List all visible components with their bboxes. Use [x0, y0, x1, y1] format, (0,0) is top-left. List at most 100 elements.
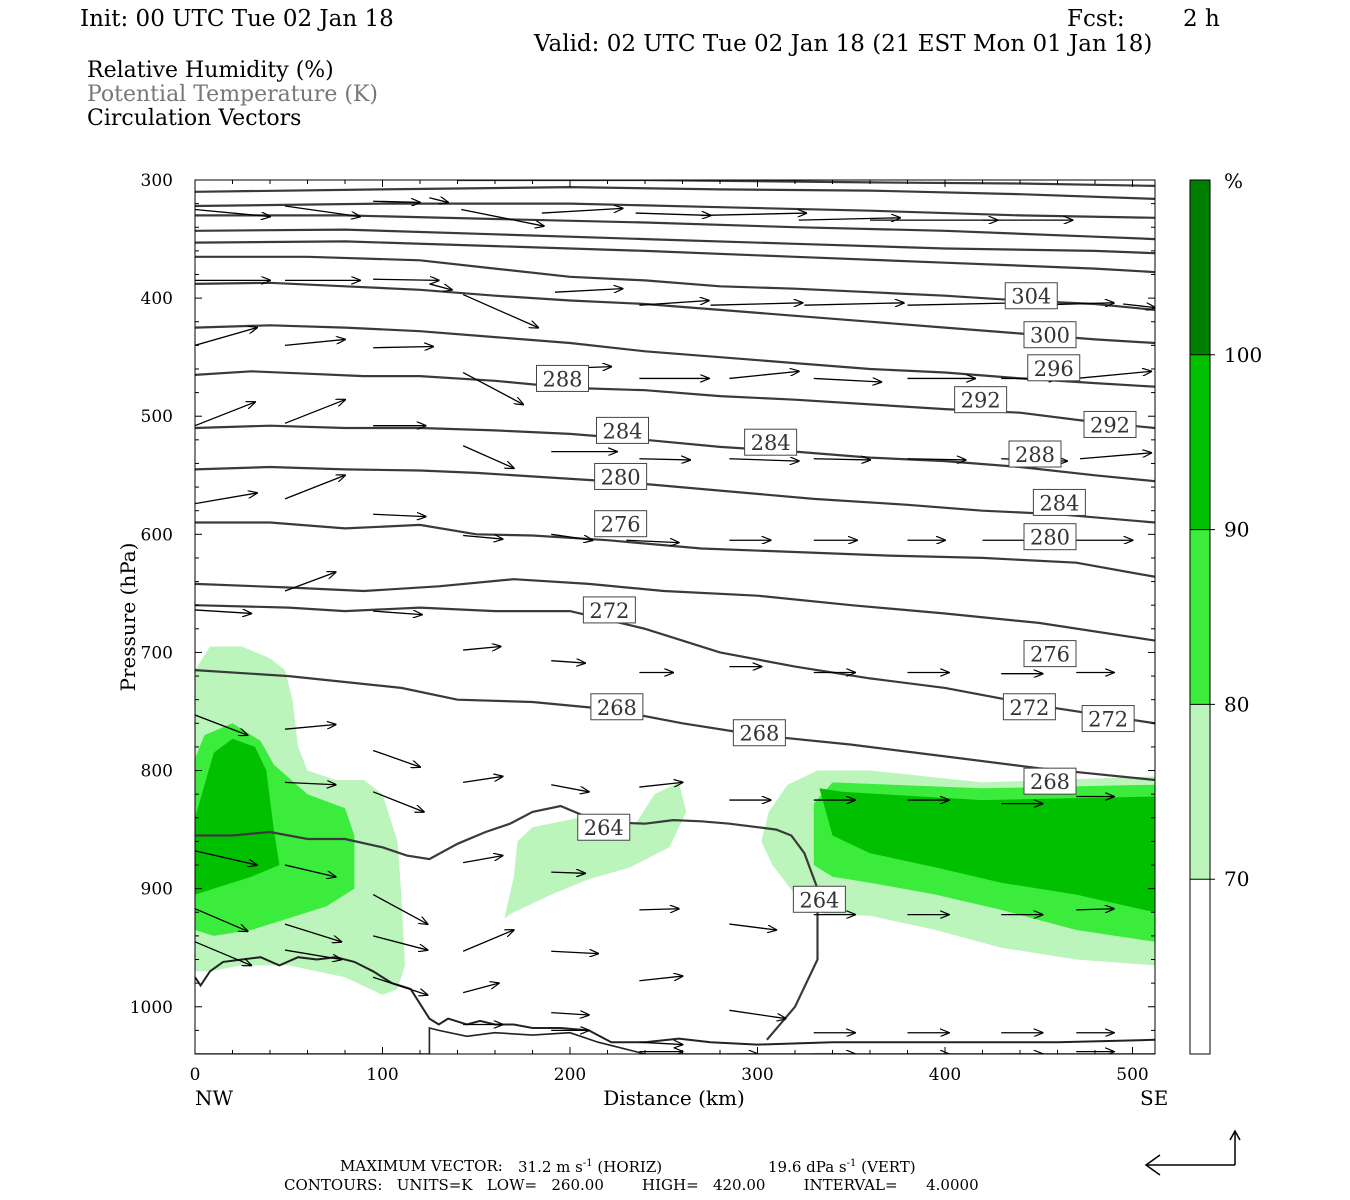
theta-contour-284 — [195, 465, 1155, 524]
wind-vector — [284, 782, 336, 784]
contour-label: 272 — [589, 599, 629, 623]
plot-frame — [194, 179, 1156, 1055]
y-tick-label: 400 — [141, 289, 173, 309]
wind-vector — [373, 611, 422, 615]
theta-contour-328 — [457, 180, 1155, 187]
contour-label: 304 — [1011, 285, 1051, 309]
contour-label-box — [1023, 523, 1077, 551]
x-axis-label: Distance (km) — [603, 1086, 745, 1110]
forecast-label: Fcst: — [1067, 6, 1125, 32]
contour-label-box — [1008, 440, 1062, 468]
y-tick-label: 900 — [141, 880, 173, 900]
colorbar-segment — [1190, 879, 1210, 1054]
wind-vector — [1079, 453, 1151, 460]
wind-vector — [1076, 909, 1114, 910]
contour-label: 292 — [1090, 413, 1130, 437]
x-right-label: SE — [1140, 1086, 1168, 1110]
theta-contour-316 — [195, 214, 1155, 241]
wind-vector — [710, 303, 803, 305]
theta-contour-288 — [195, 424, 1155, 483]
wind-vector — [195, 610, 251, 614]
wind-vector — [701, 213, 806, 215]
contour-label-box — [582, 596, 636, 624]
contour-label-box — [594, 510, 648, 538]
theta-contour-292 — [195, 370, 1155, 430]
max-vertical-vector: 19.6 dPa s-1 (VERT) — [768, 1158, 916, 1176]
contour-label: 264 — [584, 816, 624, 840]
colorbar-segment — [1190, 180, 1210, 355]
contour-label-box — [1004, 282, 1058, 310]
contour-label-box — [792, 885, 846, 913]
colorbar-segment — [1190, 529, 1210, 705]
wind-vector — [284, 400, 345, 424]
wind-vector — [284, 724, 336, 730]
contour-label-box — [1002, 693, 1056, 721]
wind-vector — [907, 459, 966, 460]
contour-label-box — [1083, 410, 1137, 438]
y-tick-label: 300 — [141, 171, 173, 191]
terrain-outline — [195, 956, 1155, 1054]
wind-vector — [195, 714, 248, 735]
contour-label: 276 — [1030, 643, 1070, 667]
contour-label-box — [732, 719, 786, 747]
contour-label-box — [1023, 640, 1077, 668]
wind-vector — [195, 208, 270, 217]
colorbar-label: 100 — [1224, 343, 1262, 367]
wind-vector — [372, 749, 420, 767]
wind-vector — [372, 976, 427, 995]
wind-vector — [195, 402, 255, 427]
wind-vector — [463, 776, 502, 783]
theta-contour-272 — [195, 604, 1155, 725]
contour-label: 296 — [1034, 357, 1074, 381]
y-tick-label: 800 — [141, 762, 173, 782]
wind-vector — [195, 908, 248, 931]
reference-vector-key — [1144, 1129, 1241, 1176]
contour-label-box — [594, 462, 648, 490]
y-tick-label: 1000 — [130, 998, 173, 1018]
x-tick-label: 200 — [554, 1065, 586, 1085]
contour-label: 292 — [961, 389, 1001, 413]
contour-label: 272 — [1009, 696, 1049, 720]
wind-vector — [372, 935, 427, 950]
contour-label: 280 — [601, 465, 641, 489]
valid-time: Valid: 02 UTC Tue 02 Jan 18 (21 EST Mon … — [534, 31, 1153, 57]
theta-contour-308 — [195, 240, 1155, 274]
contour-label-box — [1027, 354, 1081, 382]
colorbar: 70 80 90 100% — [1189, 169, 1262, 1055]
contour-label-box — [1023, 767, 1077, 795]
terrain-lower — [195, 1026, 1155, 1054]
colorbar-frame — [1189, 179, 1211, 1055]
wind-vector — [1076, 371, 1151, 380]
wind-vector — [462, 930, 514, 952]
wind-vector — [284, 339, 345, 346]
y-axis-label: Pressure (hPa) — [116, 543, 140, 692]
wind-vector — [429, 198, 448, 203]
theta-contour-276 — [195, 578, 1155, 642]
wind-vector — [284, 205, 360, 217]
wind-vector — [639, 459, 690, 460]
max-vector-label: MAXIMUM VECTOR: — [340, 1157, 503, 1175]
wind-vector — [729, 371, 798, 380]
contour-label: 280 — [1030, 526, 1070, 550]
wind-vector — [639, 300, 708, 306]
wind-vector — [639, 909, 678, 910]
contour-label: 284 — [1039, 491, 1079, 515]
forecast-hour: 2 h — [1183, 6, 1220, 32]
contour-label-box — [536, 364, 589, 392]
wind-vector — [551, 533, 592, 540]
theta-contour-324 — [195, 185, 1155, 200]
contour-label: 268 — [1030, 770, 1070, 794]
wind-vector — [798, 218, 900, 220]
wind-vector — [1123, 304, 1155, 308]
theta-contour-268 — [195, 669, 1155, 782]
contour-label: 268 — [597, 696, 637, 720]
theta-contour-300 — [195, 281, 1155, 345]
wind-vector — [373, 347, 433, 348]
wind-vector — [463, 647, 501, 651]
wind-vector — [626, 540, 679, 542]
colorbar-segment — [1190, 704, 1210, 880]
wind-vector — [462, 371, 523, 405]
wind-vector — [195, 328, 257, 346]
wind-vector — [195, 941, 251, 966]
x-tick-label: 500 — [1116, 1065, 1148, 1085]
